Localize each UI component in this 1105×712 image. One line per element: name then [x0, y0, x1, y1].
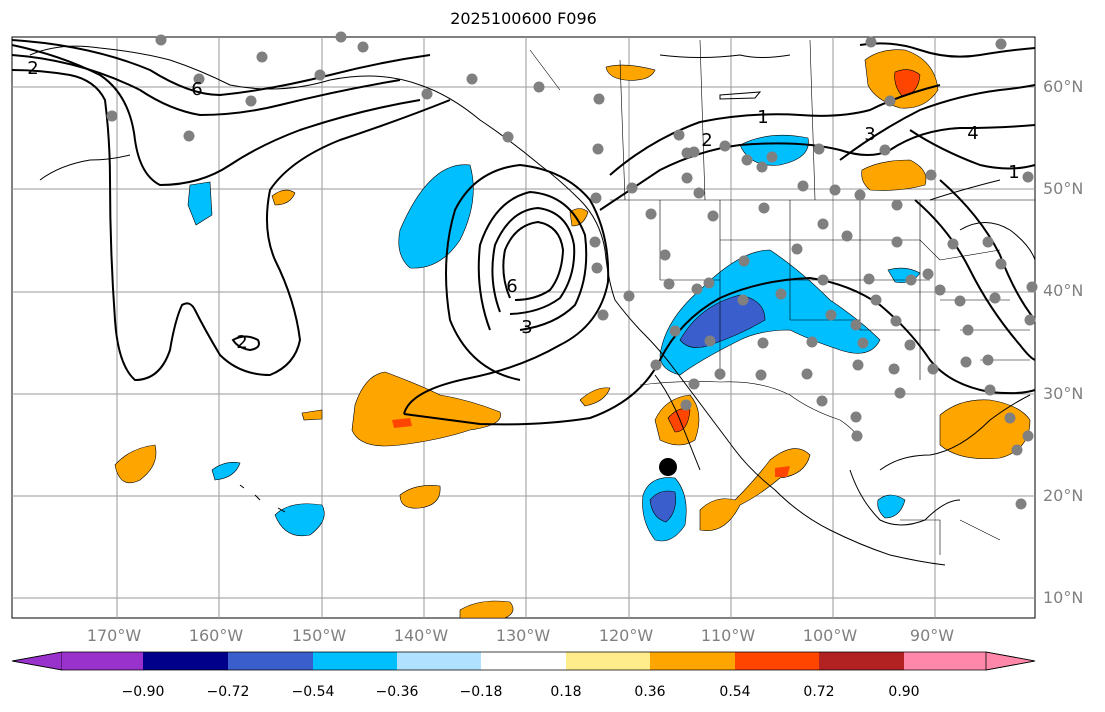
contour-labels: 2 6 1 2 3 4 1 6 3 2 [27, 58, 1019, 353]
contour-label: 6 [191, 79, 202, 100]
contour-label: 4 [967, 123, 978, 144]
lon-label: 130°W [495, 626, 551, 645]
colorbar-tick: −0.36 [375, 684, 419, 700]
lat-label: 10°N [1043, 588, 1084, 607]
contour-lines [11, 39, 1036, 426]
lon-label: 100°W [802, 626, 858, 645]
lat-label: 30°N [1043, 384, 1084, 403]
lat-label: 60°N [1043, 77, 1084, 96]
lat-label: 40°N [1043, 281, 1084, 300]
graticule [12, 37, 1035, 618]
colorbar [11, 651, 1036, 671]
contour-label: 2 [701, 130, 712, 151]
contour-label: 1 [1008, 162, 1019, 183]
contour-label: 2 [236, 332, 247, 353]
contour-label: 3 [864, 124, 875, 145]
lon-label: 170°W [86, 626, 142, 645]
lon-label: 160°W [188, 626, 244, 645]
colorbar-tick: −0.72 [206, 684, 250, 700]
colorbar-tick: 0.36 [634, 684, 666, 700]
station-markers [106, 31, 1038, 510]
negative-anomaly-shading [187, 134, 921, 542]
colorbar-tick: 0.18 [550, 684, 582, 700]
colorbar-tick: 0.90 [888, 684, 920, 700]
storm-center-marker [659, 458, 677, 476]
positive-anomaly-shading [114, 49, 1031, 619]
colorbar-tick: −0.54 [291, 684, 335, 700]
map-panel: 2 6 1 2 3 4 1 6 3 2 [11, 31, 1038, 619]
colorbar-tick: −0.18 [459, 684, 503, 700]
colorbar-tick: 0.54 [719, 684, 751, 700]
lat-label: 20°N [1043, 486, 1084, 505]
coastlines [29, 45, 1036, 566]
lon-label: 150°W [291, 626, 347, 645]
contour-label: 6 [506, 276, 517, 297]
contour-label: 3 [521, 317, 532, 338]
lon-label: 110°W [700, 626, 756, 645]
lon-label: 90°W [909, 626, 955, 645]
map-title: 2025100600 F096 [450, 9, 597, 28]
lon-label: 120°W [598, 626, 654, 645]
lon-label: 140°W [393, 626, 449, 645]
contour-label: 2 [27, 58, 38, 79]
colorbar-tick: 0.72 [803, 684, 835, 700]
colorbar-tick: −0.90 [121, 684, 165, 700]
contour-label: 1 [757, 107, 768, 128]
lat-label: 50°N [1043, 179, 1084, 198]
